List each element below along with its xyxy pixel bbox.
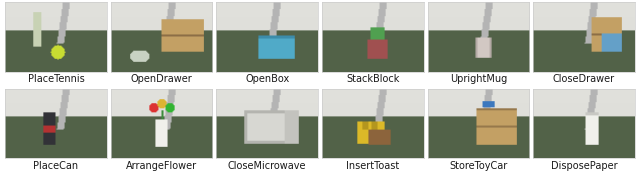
Text: CloseDrawer: CloseDrawer — [553, 74, 615, 84]
Text: OpenBox: OpenBox — [245, 74, 289, 84]
Text: StackBlock: StackBlock — [346, 74, 399, 84]
Text: InsertToast: InsertToast — [346, 161, 399, 171]
Text: StoreToyCar: StoreToyCar — [449, 161, 508, 171]
Text: OpenDrawer: OpenDrawer — [131, 74, 193, 84]
Text: PlaceTennis: PlaceTennis — [28, 74, 84, 84]
Text: DisposePaper: DisposePaper — [550, 161, 618, 171]
Text: ArrangeFlower: ArrangeFlower — [126, 161, 197, 171]
Text: UprightMug: UprightMug — [450, 74, 507, 84]
Text: PlaceCan: PlaceCan — [33, 161, 79, 171]
Text: CloseMicrowave: CloseMicrowave — [228, 161, 307, 171]
